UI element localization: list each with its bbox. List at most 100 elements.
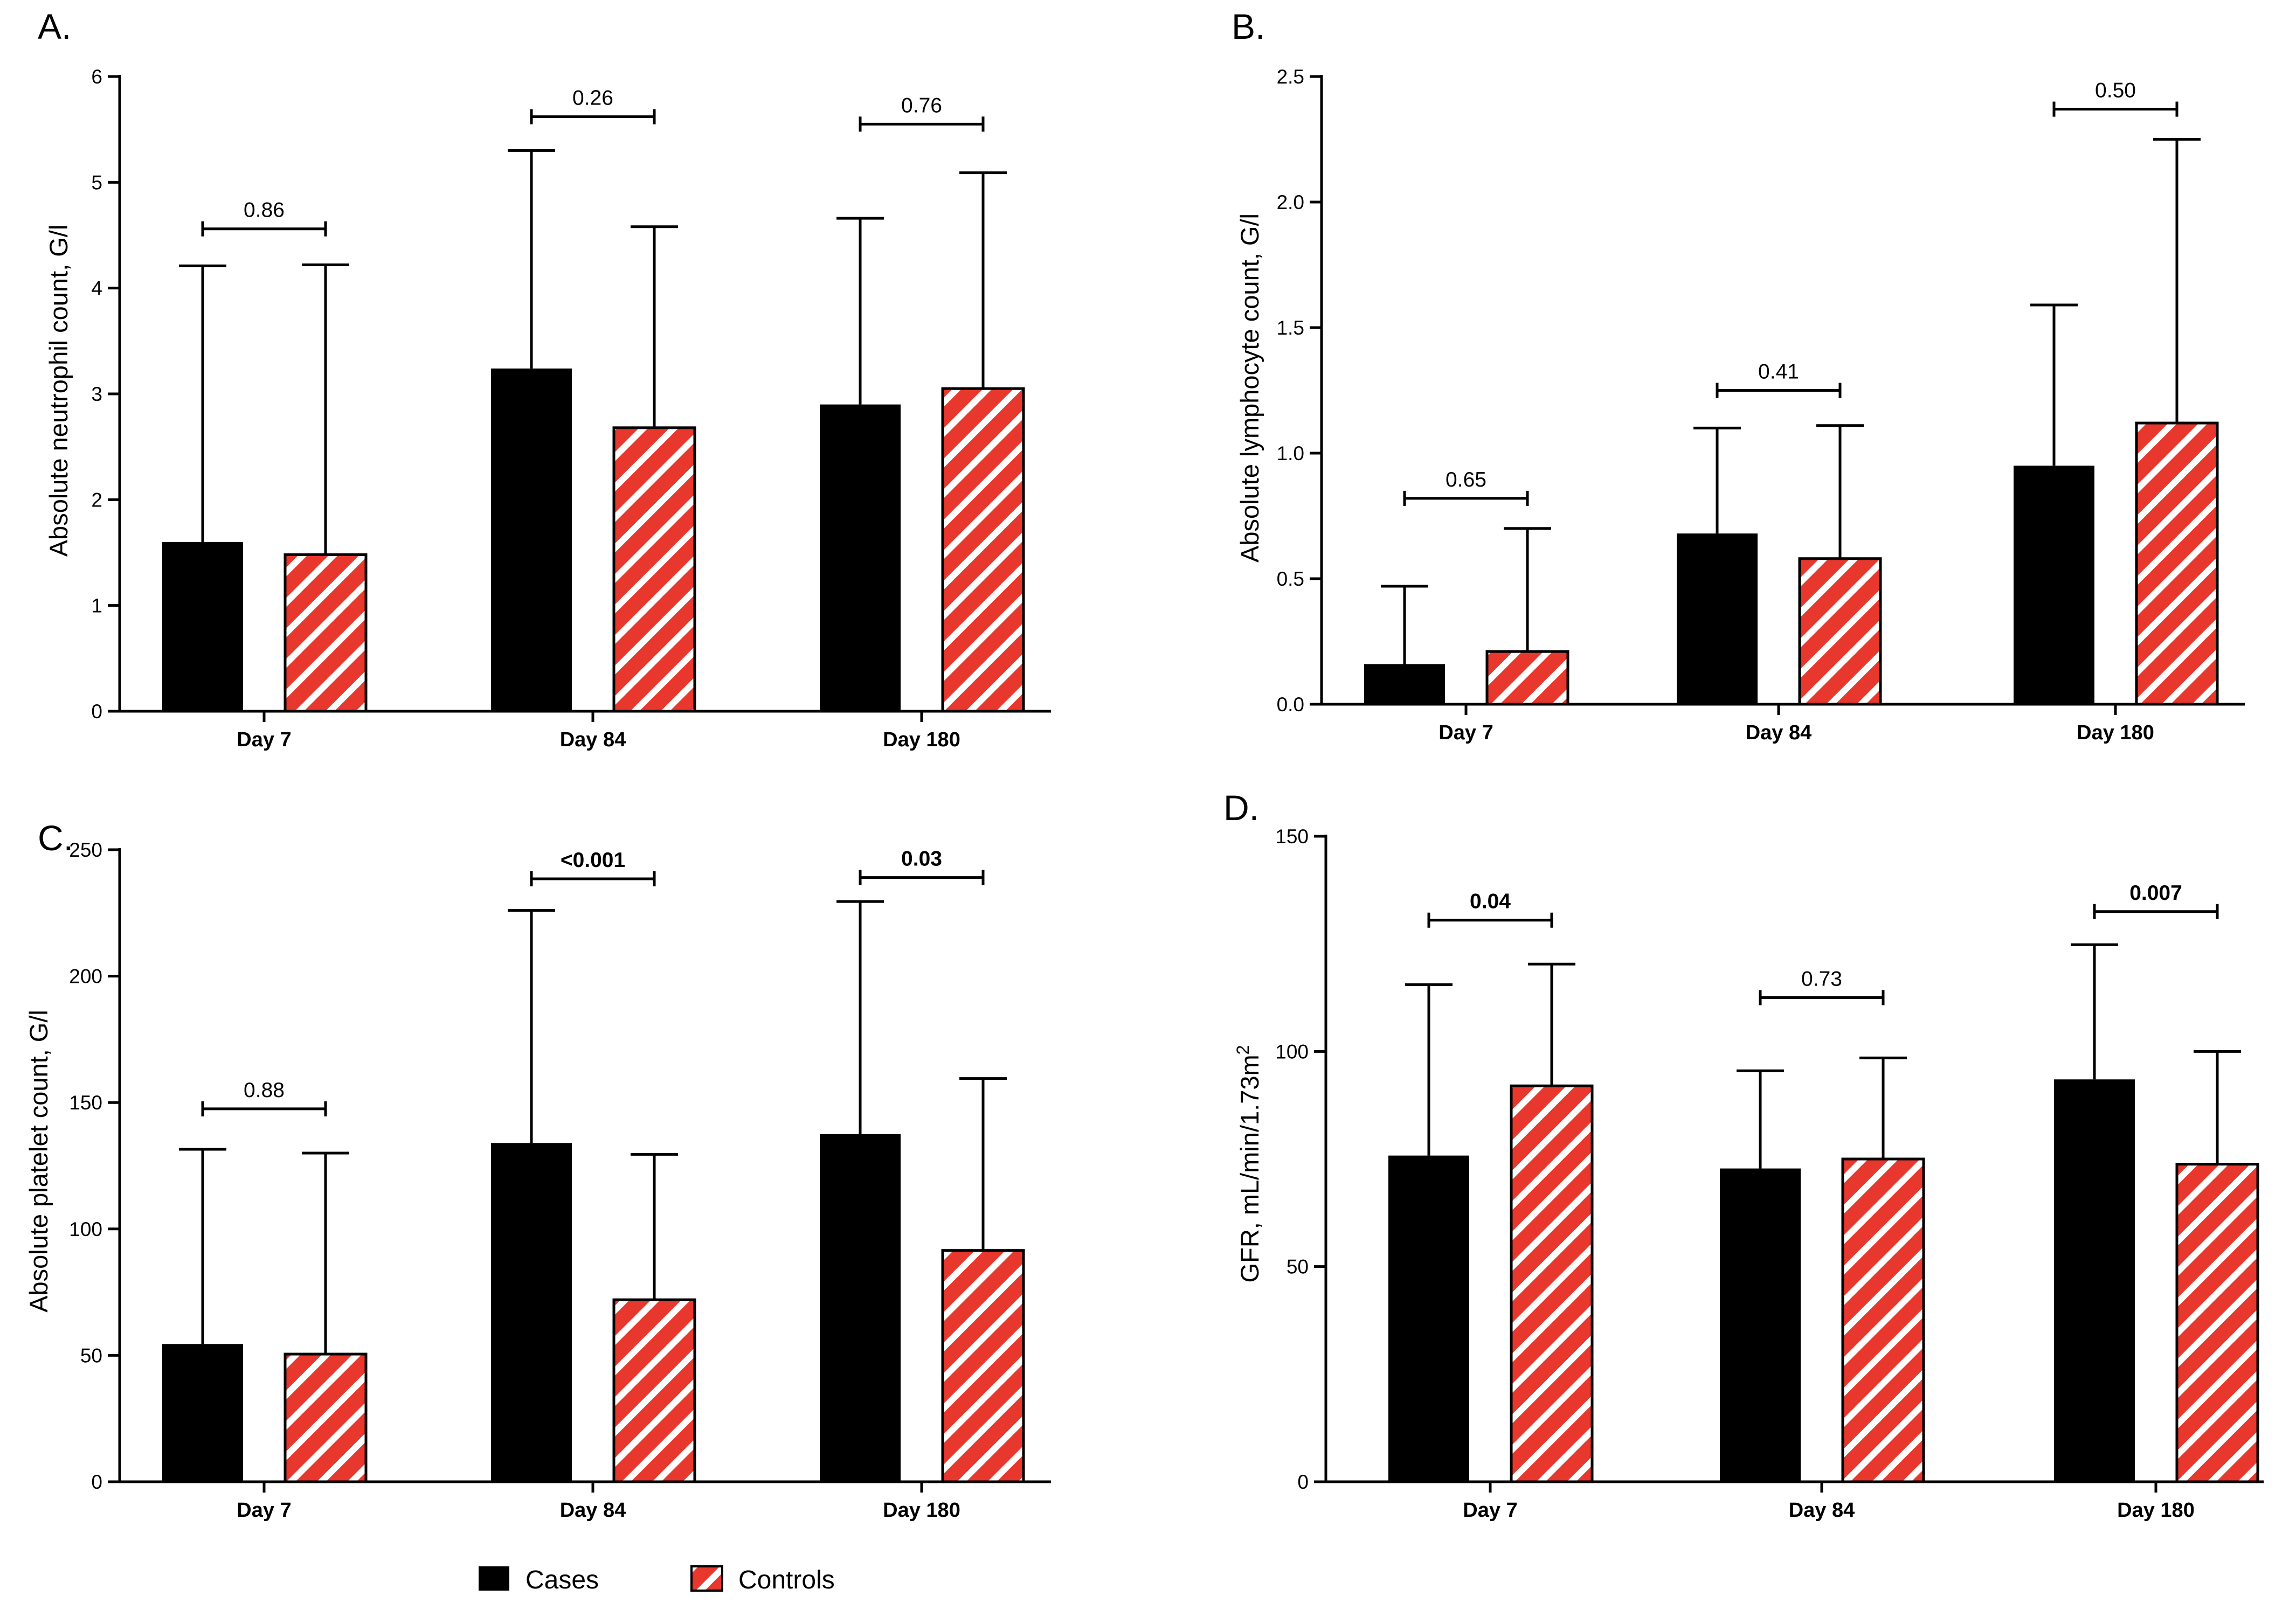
- legend-controls-swatch: [690, 1565, 723, 1592]
- y-tick-label: 0: [1297, 1471, 1309, 1493]
- p-value-brackets: 0.86 0.26 0.76: [201, 87, 985, 237]
- x-category-label: Day 84: [560, 728, 626, 751]
- x-category-label: Day 84: [1789, 1499, 1855, 1522]
- p-value-label: 0.65: [1446, 468, 1486, 491]
- y-tick-label: 1.5: [1277, 317, 1304, 339]
- x-category-label: Day 180: [883, 728, 960, 751]
- y-axis-label-text: GFR, mL/min/1.73m: [1235, 1054, 1264, 1282]
- legend-cases-swatch: [479, 1566, 509, 1591]
- p-value-label: 0.03: [901, 848, 942, 871]
- bar-cases: [1364, 664, 1445, 704]
- y-tick-label: 50: [1287, 1256, 1309, 1278]
- y-tick-label: 5: [91, 171, 102, 193]
- bar-cases: [2014, 466, 2094, 704]
- bar-cases: [162, 542, 243, 711]
- bar-cases: [820, 404, 901, 711]
- p-value-label: 0.04: [1470, 890, 1511, 913]
- panel-letter: C.: [38, 818, 73, 858]
- y-tick-label: 2.5: [1277, 66, 1304, 88]
- bar-controls: [283, 1352, 368, 1483]
- y-tick-label: 1: [91, 595, 102, 617]
- y-axis-label: Absolute platelet count, G/l: [24, 1010, 53, 1313]
- x-category-label: Day 84: [560, 1499, 626, 1522]
- y-tick-label: 1.0: [1277, 442, 1304, 464]
- y-tick-label: 150: [1275, 825, 1309, 848]
- bar-controls: [941, 1249, 1025, 1483]
- bar-controls: [2175, 1163, 2259, 1483]
- p-value-brackets: 0.88 <0.001 0.03: [201, 848, 985, 1116]
- bar-cases: [1388, 1155, 1469, 1482]
- x-category-label: Day 180: [2117, 1499, 2195, 1522]
- p-value-label: 0.86: [244, 199, 285, 222]
- y-tick-label: 0.0: [1277, 693, 1304, 716]
- panel-letter: D.: [1223, 788, 1259, 828]
- bar-controls: [1798, 557, 1882, 706]
- bar-cases: [2054, 1079, 2135, 1482]
- bar-cases: [820, 1134, 901, 1482]
- bar-cases: [491, 1143, 572, 1482]
- y-tick-label: 50: [80, 1344, 102, 1366]
- x-category-label: Day 7: [1463, 1499, 1517, 1522]
- panel-a: A. Absolute neutrophil count, G/l 0 1 2 3 4 5…: [38, 6, 1051, 751]
- panel-b: B. Absolute lymphocyte count, G/l 0.0 0.5…: [1232, 6, 2245, 744]
- p-value-brackets: 0.65 0.41 0.50: [1403, 79, 2179, 506]
- bars: [162, 149, 1025, 713]
- p-value-label: 0.88: [244, 1079, 285, 1102]
- p-value-label: 0.26: [572, 87, 613, 110]
- panel-c: C. Absolute platelet count, G/l 0 50 100 15…: [24, 818, 1051, 1522]
- y-tick-label: 100: [69, 1218, 102, 1240]
- p-value-brackets: 0.04 0.73 0.007: [1427, 882, 2219, 1005]
- y-axis-label-superscript: 2: [1233, 1045, 1253, 1055]
- legend-cases-label: Cases: [525, 1566, 599, 1594]
- p-value-label: 0.50: [2095, 79, 2136, 102]
- x-category-label: Day 180: [2077, 721, 2154, 744]
- y-tick-label: 4: [91, 277, 102, 300]
- x-category-label: Day 84: [1746, 721, 1812, 744]
- p-value-label: <0.001: [561, 849, 625, 872]
- bar-controls: [1485, 650, 1569, 706]
- bar-controls: [612, 426, 696, 713]
- x-axis-categories: Day 7 Day 84 Day 180: [1463, 1482, 2195, 1522]
- x-category-label: Day 7: [237, 1499, 291, 1522]
- y-tick-label: 2.0: [1277, 191, 1304, 213]
- y-tick-label: 100: [1275, 1040, 1309, 1063]
- x-category-label: Day 7: [1439, 721, 1493, 744]
- p-value-label: 0.007: [2129, 882, 2182, 905]
- panel-letter: A.: [38, 6, 71, 46]
- bar-controls: [612, 1298, 696, 1483]
- x-category-label: Day 7: [237, 728, 291, 751]
- p-value-label: 0.76: [901, 94, 942, 117]
- y-tick-label: 2: [91, 489, 102, 511]
- bar-controls: [1841, 1157, 1925, 1483]
- x-axis-categories: Day 7 Day 84 Day 180: [237, 1482, 960, 1522]
- y-tick-label: 0: [91, 700, 102, 723]
- y-axis-label: Absolute lymphocyte count, G/l: [1235, 213, 1264, 563]
- y-tick-label: 0: [91, 1471, 102, 1493]
- p-value-label: 0.73: [1801, 968, 1842, 991]
- y-tick-label: 150: [69, 1092, 102, 1114]
- y-tick-label: 3: [91, 383, 102, 405]
- y-tick-label: 200: [69, 966, 102, 988]
- x-axis-categories: Day 7 Day 84 Day 180: [1439, 704, 2154, 744]
- bar-cases: [162, 1344, 243, 1482]
- bar-cases: [1677, 533, 1758, 704]
- bar-controls: [2135, 421, 2219, 706]
- legend: Cases Controls: [479, 1565, 835, 1594]
- p-value-label: 0.41: [1758, 360, 1799, 384]
- bar-cases: [1720, 1168, 1801, 1482]
- y-tick-label: 0.5: [1277, 568, 1304, 590]
- y-tick-label: 250: [69, 839, 102, 861]
- bar-controls: [283, 553, 368, 713]
- bar-controls: [941, 387, 1025, 713]
- bars: [162, 900, 1025, 1483]
- panel-letter: B.: [1232, 6, 1265, 46]
- x-axis-categories: Day 7 Day 84 Day 180: [237, 711, 960, 751]
- x-category-label: Day 180: [883, 1499, 960, 1522]
- y-axis-label: GFR, mL/min/1.73m2: [1233, 1045, 1264, 1283]
- bar-cases: [491, 368, 572, 711]
- bars: [1388, 943, 2259, 1483]
- bar-controls: [1510, 1084, 1594, 1483]
- bars: [1364, 138, 2219, 706]
